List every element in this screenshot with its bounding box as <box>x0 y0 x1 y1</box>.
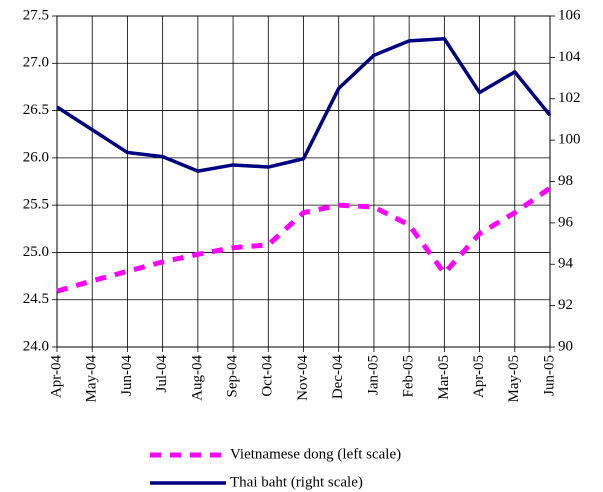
y-tick-label: 25.5 <box>23 197 49 213</box>
y2-tick-label: 94 <box>558 256 574 272</box>
x-tick-label: Oct-04 <box>260 355 276 397</box>
x-tick-label: Nov-04 <box>295 355 311 401</box>
legend-label: Thai baht (right scale) <box>230 474 363 490</box>
y-tick-label: 27.0 <box>23 55 49 71</box>
x-tick-label: May-04 <box>84 355 100 403</box>
y-tick-label: 24.5 <box>23 291 49 307</box>
y2-tick-label: 92 <box>558 297 573 313</box>
y-tick-label: 26.0 <box>23 149 49 165</box>
y-tick-label: 26.5 <box>23 102 49 118</box>
plot-frame <box>56 15 551 348</box>
x-tick-label: Apr-05 <box>471 355 487 398</box>
y2-tick-label: 102 <box>558 90 581 106</box>
x-tick-label: Jun-04 <box>119 355 135 396</box>
x-tick-label: Dec-04 <box>330 355 346 400</box>
x-tick-label: Sep-04 <box>225 355 241 398</box>
legend-label: Vietnamese dong (left scale) <box>230 446 401 462</box>
y2-tick-label: 104 <box>558 49 581 65</box>
series-line <box>56 37 552 173</box>
x-tick-label: Jul-04 <box>154 355 170 393</box>
x-tick-label: Aug-04 <box>189 355 205 401</box>
y2-tick-label: 100 <box>558 132 581 148</box>
x-tick-label: Feb-05 <box>401 355 417 398</box>
x-tick-label: Jan-05 <box>365 355 381 395</box>
x-tick-label: Mar-05 <box>436 355 452 400</box>
x-tick-label: Apr-04 <box>48 355 64 399</box>
y-tick-label: 25.0 <box>23 244 49 260</box>
x-tick-label: Jun-05 <box>541 355 557 396</box>
y-tick-label: 27.5 <box>23 7 49 23</box>
series-line <box>56 186 552 294</box>
y2-tick-label: 98 <box>558 173 573 189</box>
y2-tick-label: 90 <box>558 338 573 354</box>
x-tick-label: May-05 <box>506 355 522 403</box>
y2-tick-label: 106 <box>558 7 581 23</box>
y2-tick-label: 96 <box>558 214 574 230</box>
y-tick-label: 24.0 <box>23 338 49 354</box>
